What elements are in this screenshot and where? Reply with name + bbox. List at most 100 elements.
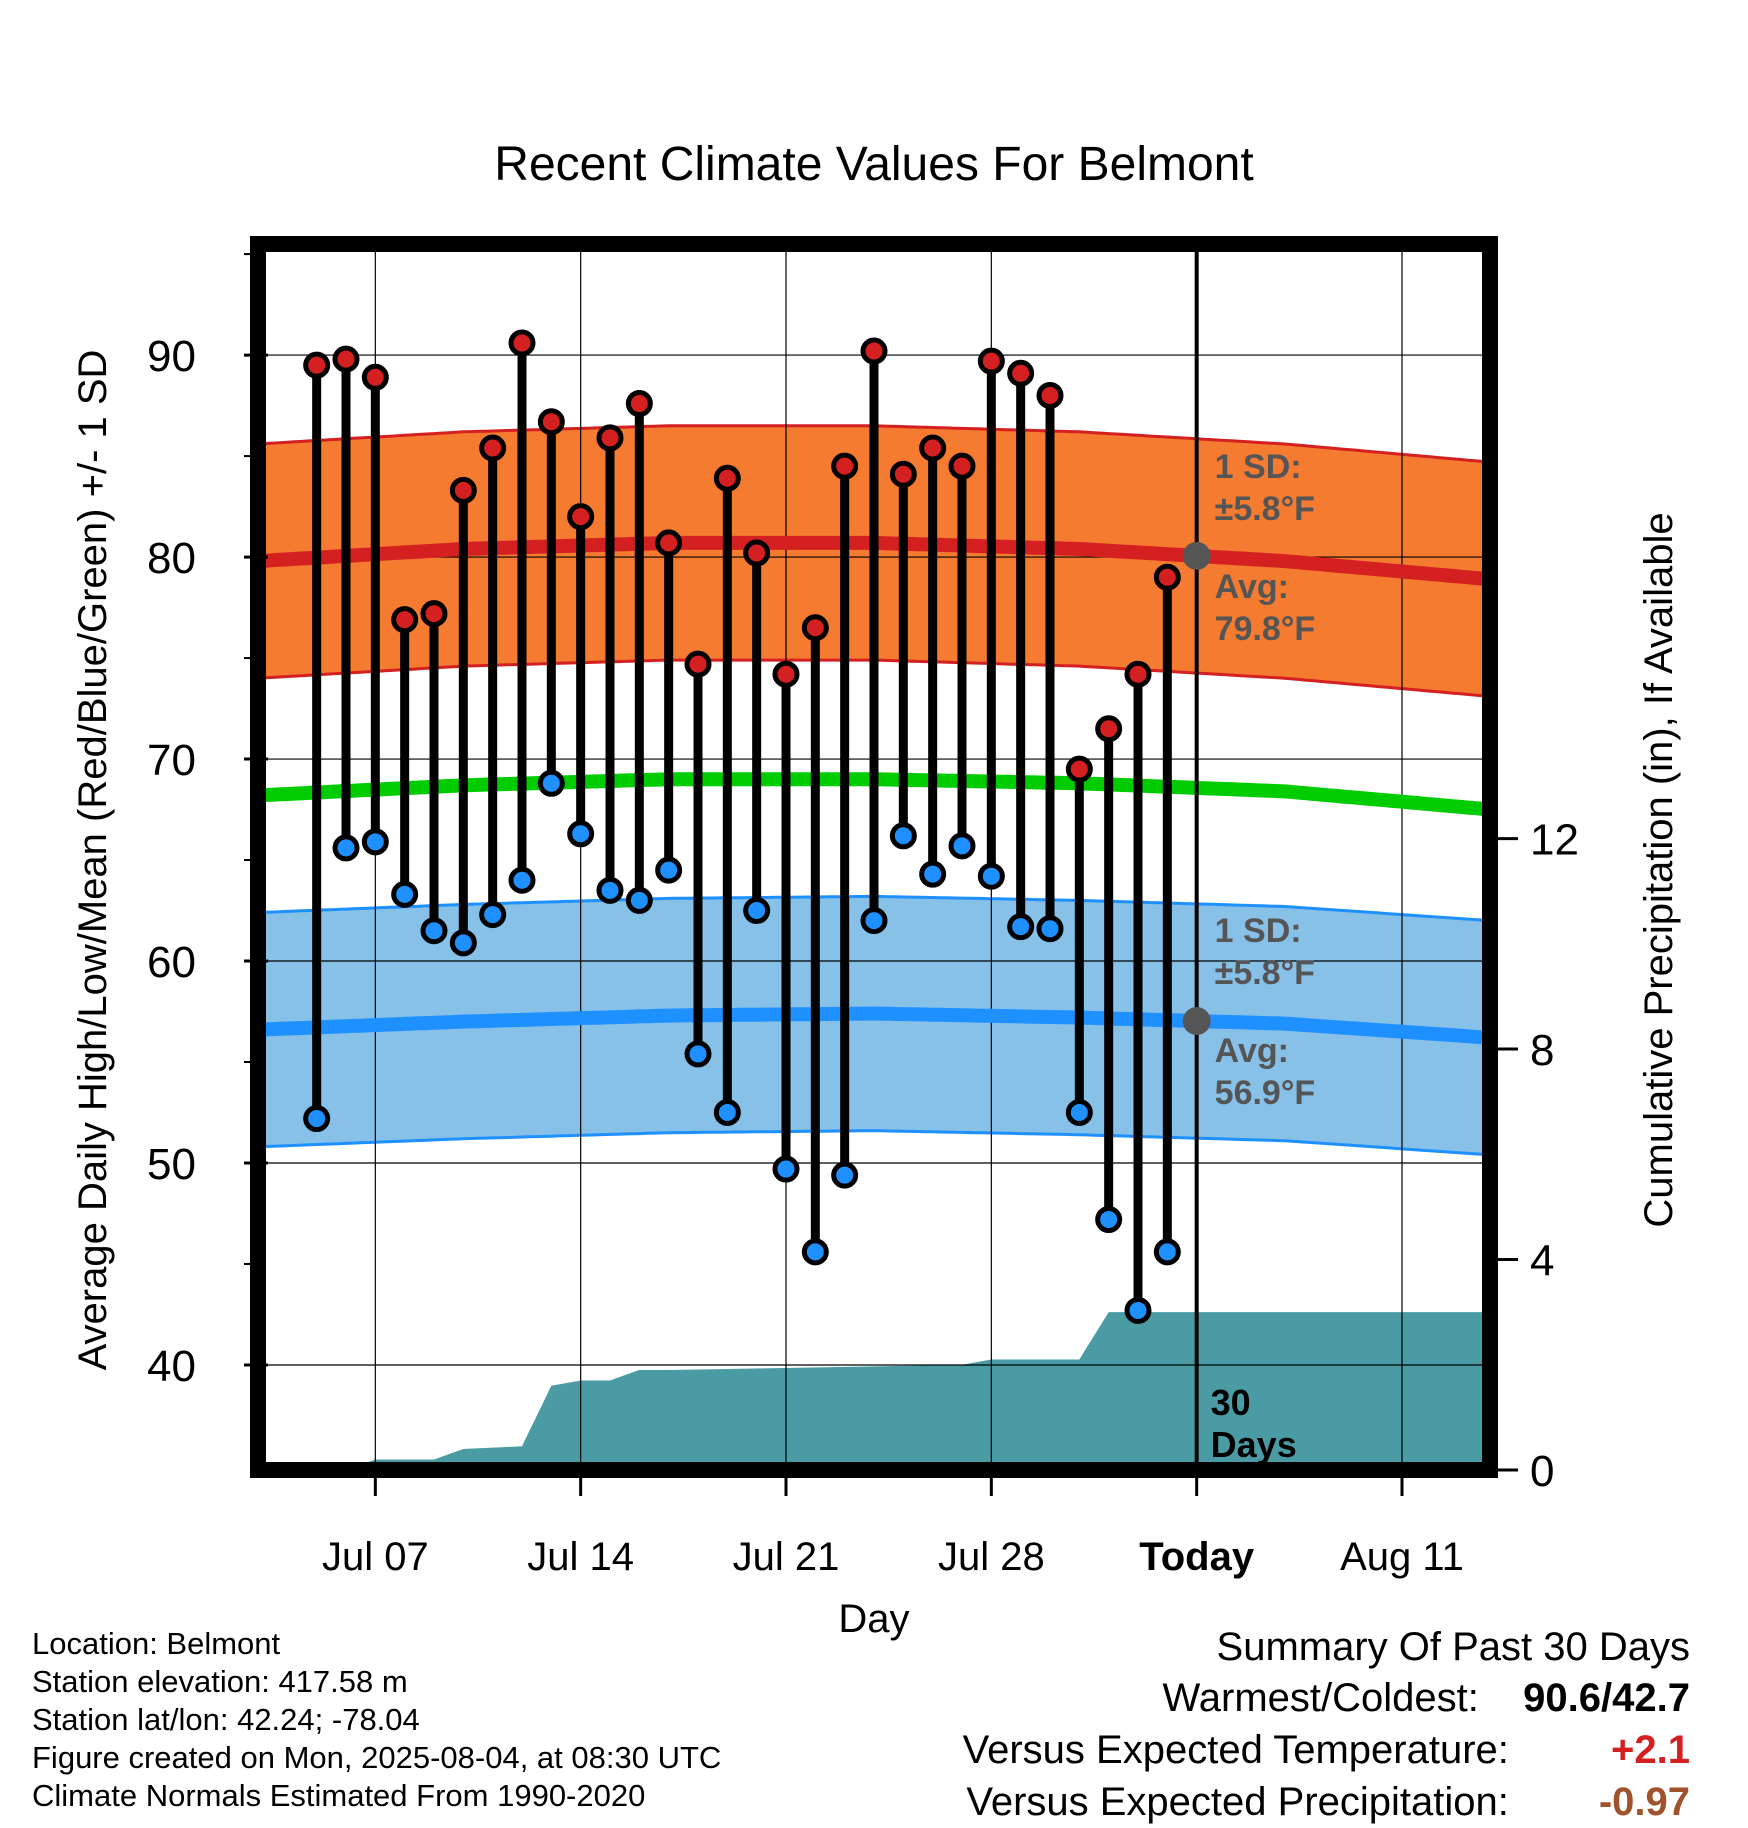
summary-panel: Summary Of Past 30 Days Warmest/Coldest:…: [963, 1622, 1690, 1828]
daily-high-point: [831, 452, 859, 480]
x-tick-label: Jul 21: [733, 1535, 840, 1579]
daily-high-point: [948, 452, 976, 480]
daily-high-point: [391, 606, 419, 634]
y-tick-label: 50: [147, 1140, 196, 1189]
daily-high-point: [801, 614, 829, 642]
temp-departure-label: Versus Expected Temperature:: [962, 1728, 1509, 1772]
daily-low-point: [596, 876, 624, 904]
daily-high-point: [479, 434, 507, 462]
footer-location: Location: Belmont: [32, 1626, 281, 1661]
daily-low-point: [420, 917, 448, 945]
daily-high-point: [1007, 359, 1035, 387]
daily-high-point: [567, 503, 595, 531]
high-sd-label: 1 SD:: [1215, 448, 1302, 486]
low-sd-label: 1 SD:: [1215, 912, 1302, 950]
daily-low-point: [772, 1155, 800, 1183]
daily-low-point: [332, 834, 360, 862]
low-avg-value: 56.9°F: [1215, 1074, 1316, 1112]
y-tick-label: 70: [147, 736, 196, 785]
footer-info: Location: Belmont Station elevation: 417…: [32, 1625, 721, 1815]
daily-high-point: [743, 539, 771, 567]
x-tick-label: Jul 07: [322, 1535, 429, 1579]
daily-low-point: [655, 856, 683, 884]
x-axis-label: Day: [838, 1597, 909, 1641]
y2-tick-label: 4: [1530, 1237, 1554, 1286]
today-high-avg-marker: [1182, 541, 1211, 570]
daily-high-point: [684, 650, 712, 678]
x-tick-label: Jul 28: [938, 1535, 1045, 1579]
high-avg-label: Avg:: [1215, 568, 1289, 606]
footer-latlon: Station lat/lon: 42.24; -78.04: [32, 1702, 420, 1737]
daily-low-point: [1036, 915, 1064, 943]
daily-high-point: [1153, 563, 1181, 591]
y2-tick-label: 12: [1530, 816, 1579, 865]
daily-low-point: [948, 832, 976, 860]
plot-frame: [250, 236, 1498, 1478]
daily-low-point: [1153, 1238, 1181, 1266]
daily-low-point: [713, 1099, 741, 1127]
daily-high-point: [361, 363, 389, 391]
y2-tick-label: 0: [1530, 1447, 1554, 1496]
today-low-avg-marker: [1182, 1007, 1211, 1036]
daily-high-point: [977, 347, 1005, 375]
daily-low-point: [391, 880, 419, 908]
daily-high-point: [449, 476, 477, 504]
warm-cold-label: Warmest/Coldest:: [1162, 1676, 1479, 1720]
chart-title: Recent Climate Values For Belmont: [494, 138, 1253, 191]
daily-high-point: [508, 329, 536, 357]
y-tick-label: 40: [147, 1342, 196, 1391]
y-axis-label: Average Daily High/Low/Mean (Red/Blue/Gr…: [71, 350, 115, 1371]
daily-low-point: [1007, 913, 1035, 941]
daily-low-point: [1124, 1296, 1152, 1324]
x-tick-label: Today: [1139, 1535, 1255, 1579]
precip-departure-label: Versus Expected Precipitation:: [966, 1780, 1509, 1824]
y-tick-label: 80: [147, 534, 196, 583]
daily-high-point: [596, 424, 624, 452]
days-count-label: 30: [1211, 1382, 1251, 1423]
warm-cold-value: 90.6/42.7: [1523, 1676, 1690, 1720]
y-tick-label: 60: [147, 938, 196, 987]
daily-high-point: [537, 408, 565, 436]
daily-low-point: [860, 907, 888, 935]
daily-low-point: [1095, 1206, 1123, 1234]
low-normal-line: [257, 1006, 1491, 1045]
daily-high-point: [1036, 381, 1064, 409]
days-word-label: Days: [1211, 1424, 1297, 1465]
daily-high-point: [655, 529, 683, 557]
daily-low-point: [567, 820, 595, 848]
daily-low-point: [743, 897, 771, 925]
low-sd-value: ±5.8°F: [1215, 954, 1315, 992]
footer-elevation: Station elevation: 417.58 m: [32, 1664, 408, 1699]
daily-low-point: [977, 862, 1005, 890]
low-avg-label: Avg:: [1215, 1032, 1289, 1070]
daily-low-point: [889, 822, 917, 850]
summary-title: Summary Of Past 30 Days: [1216, 1625, 1690, 1669]
daily-high-point: [889, 460, 917, 488]
daily-high-point: [332, 345, 360, 373]
footer-normals: Climate Normals Estimated From 1990-2020: [32, 1778, 646, 1813]
footer-created: Figure created on Mon, 2025-08-04, at 08…: [32, 1740, 722, 1775]
daily-high-point: [860, 337, 888, 365]
plot-area: 1 SD: ±5.8°F Avg: 79.8°F 1 SD: ±5.8°F Avg: 56.9…: [147, 236, 1579, 1579]
daily-high-point: [1095, 715, 1123, 743]
high-sd-value: ±5.8°F: [1215, 490, 1315, 528]
y-tick-label: 90: [147, 332, 196, 381]
precip-area: [316, 1312, 1491, 1470]
daily-low-point: [537, 769, 565, 797]
x-tick-label: Jul 14: [527, 1535, 634, 1579]
precip-departure-value: -0.97: [1598, 1780, 1690, 1824]
daily-low-point: [801, 1238, 829, 1266]
daily-low-point: [1065, 1099, 1093, 1127]
y2-tick-label: 8: [1530, 1026, 1554, 1075]
temp-departure-value: +2.1: [1611, 1728, 1690, 1772]
daily-low-point: [831, 1161, 859, 1189]
daily-low-point: [479, 901, 507, 929]
daily-high-point: [1124, 660, 1152, 688]
daily-low-point: [361, 828, 389, 856]
daily-high-point: [303, 351, 331, 379]
daily-low-point: [684, 1040, 712, 1068]
daily-low-point: [449, 929, 477, 957]
daily-high-point: [713, 464, 741, 492]
daily-high-point: [919, 434, 947, 462]
